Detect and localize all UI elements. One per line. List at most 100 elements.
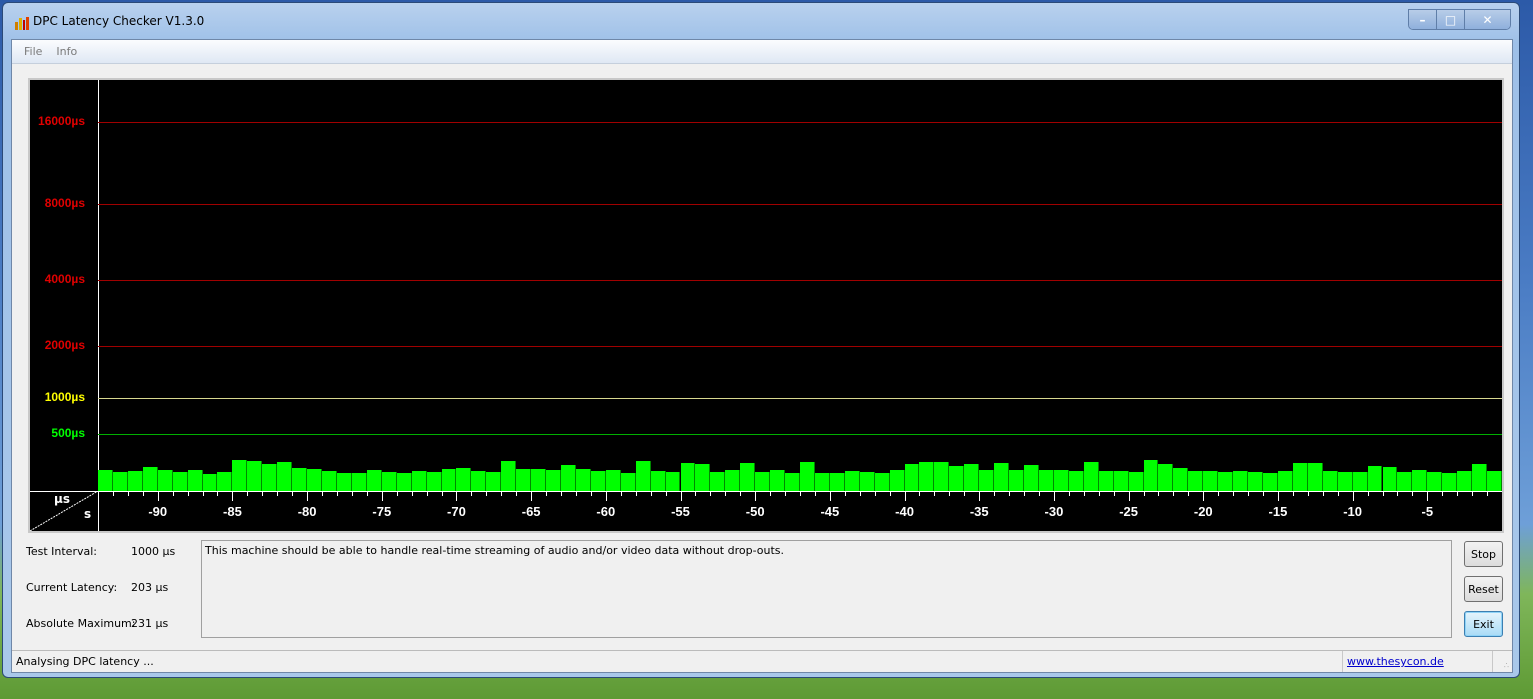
website-link[interactable]: www.thesycon.de — [1347, 655, 1444, 668]
x-tick — [1352, 492, 1354, 501]
latency-bar — [1367, 466, 1383, 491]
latency-bar — [516, 468, 532, 491]
x-tick — [829, 492, 831, 501]
x-tick-label: -65 — [521, 504, 541, 519]
x-tick — [127, 492, 129, 496]
reset-button[interactable]: Reset — [1464, 576, 1503, 602]
x-tick — [680, 492, 682, 501]
x-tick — [889, 492, 891, 496]
latency-bar — [620, 472, 636, 491]
latency-bar — [202, 474, 218, 491]
x-tick — [366, 492, 368, 496]
latency-bar — [740, 462, 756, 491]
x-tick — [755, 492, 757, 501]
absolute-maximum-label: Absolute Maximum: — [26, 617, 136, 630]
latency-bar — [277, 462, 293, 491]
x-tick — [426, 492, 428, 496]
latency-bar — [1307, 462, 1323, 491]
x-tick — [247, 492, 249, 496]
stop-button[interactable]: Stop — [1464, 541, 1503, 567]
y-tick-label: 4000µs — [44, 272, 85, 286]
x-tick — [844, 492, 846, 496]
x-tick — [994, 492, 996, 496]
x-tick — [292, 492, 294, 496]
x-tick-label: -35 — [969, 504, 989, 519]
x-tick — [1068, 492, 1070, 496]
gridline-2000 — [98, 346, 1502, 347]
x-tick — [1322, 492, 1324, 496]
x-tick — [561, 492, 563, 496]
x-tick — [859, 492, 861, 496]
latency-bar — [650, 471, 666, 491]
latency-bar — [217, 471, 233, 491]
exit-button[interactable]: Exit — [1464, 611, 1503, 637]
x-tick-label: -70 — [447, 504, 466, 519]
x-tick — [590, 492, 592, 496]
x-tick — [441, 492, 443, 496]
x-tick — [486, 492, 488, 496]
x-tick — [381, 492, 383, 501]
latency-bar — [127, 471, 143, 491]
latency-bar — [1337, 471, 1353, 491]
x-tick — [1487, 492, 1489, 496]
latency-bar — [695, 463, 711, 491]
latency-bar — [1203, 471, 1219, 491]
x-tick — [1397, 492, 1399, 496]
x-tick — [725, 492, 727, 496]
y-tick-label: 2000µs — [44, 338, 85, 352]
message-box: This machine should be able to handle re… — [201, 540, 1452, 638]
x-tick — [710, 492, 712, 496]
x-tick — [307, 492, 309, 501]
x-tick — [1158, 492, 1160, 496]
x-tick — [949, 492, 951, 496]
latency-bar — [994, 462, 1010, 491]
x-tick — [620, 492, 622, 496]
menu-info[interactable]: Info — [56, 45, 78, 58]
x-tick — [919, 492, 921, 496]
resize-grip-icon[interactable]: ∴ — [1503, 661, 1509, 670]
latency-bar — [919, 462, 935, 491]
minimize-icon[interactable]: – — [1409, 10, 1437, 29]
menu-file[interactable]: File — [24, 45, 43, 58]
x-tick — [516, 492, 518, 496]
latency-bar — [411, 471, 427, 491]
x-tick — [979, 492, 981, 501]
maximize-icon[interactable]: □ — [1437, 10, 1465, 29]
x-tick — [456, 492, 458, 501]
latency-bar — [501, 461, 517, 491]
x-tick-label: -85 — [223, 504, 242, 519]
close-icon[interactable]: ✕ — [1465, 10, 1510, 29]
x-tick — [635, 492, 637, 496]
latency-bar — [98, 470, 113, 491]
latency-bar — [546, 470, 561, 491]
latency-bar — [1412, 470, 1428, 491]
x-tick — [740, 492, 742, 496]
x-tick — [1233, 492, 1235, 496]
x-tick — [1188, 492, 1190, 496]
latency-bar — [1248, 471, 1263, 491]
latency-bar — [725, 470, 741, 491]
latency-bar — [770, 470, 786, 491]
x-tick — [1457, 492, 1459, 496]
y-axis — [98, 80, 99, 531]
x-tick — [665, 492, 667, 496]
x-tick — [1382, 492, 1384, 496]
y-tick-label: 16000µs — [38, 114, 85, 128]
latency-bar — [814, 472, 830, 491]
x-tick — [1337, 492, 1339, 496]
app-window: DPC Latency Checker V1.3.0 – □ ✕ File In… — [2, 2, 1520, 678]
latency-bar — [112, 471, 128, 491]
x-tick — [1307, 492, 1309, 496]
latency-bar — [456, 467, 472, 491]
latency-bar — [1472, 463, 1488, 491]
latency-bar — [949, 466, 965, 491]
x-tick — [1053, 492, 1055, 501]
latency-bar — [1038, 470, 1054, 491]
latency-bar — [964, 463, 980, 491]
x-tick-label: -60 — [596, 504, 616, 519]
latency-bar — [1158, 463, 1174, 491]
corner-y-unit: µs — [54, 492, 70, 506]
latency-chart: µs s 16000µs 8000µs 4000µs 2000µs 1000µs 500µ… — [28, 78, 1504, 533]
x-tick-label: -75 — [372, 504, 392, 519]
corner-x-unit: s — [84, 507, 92, 521]
